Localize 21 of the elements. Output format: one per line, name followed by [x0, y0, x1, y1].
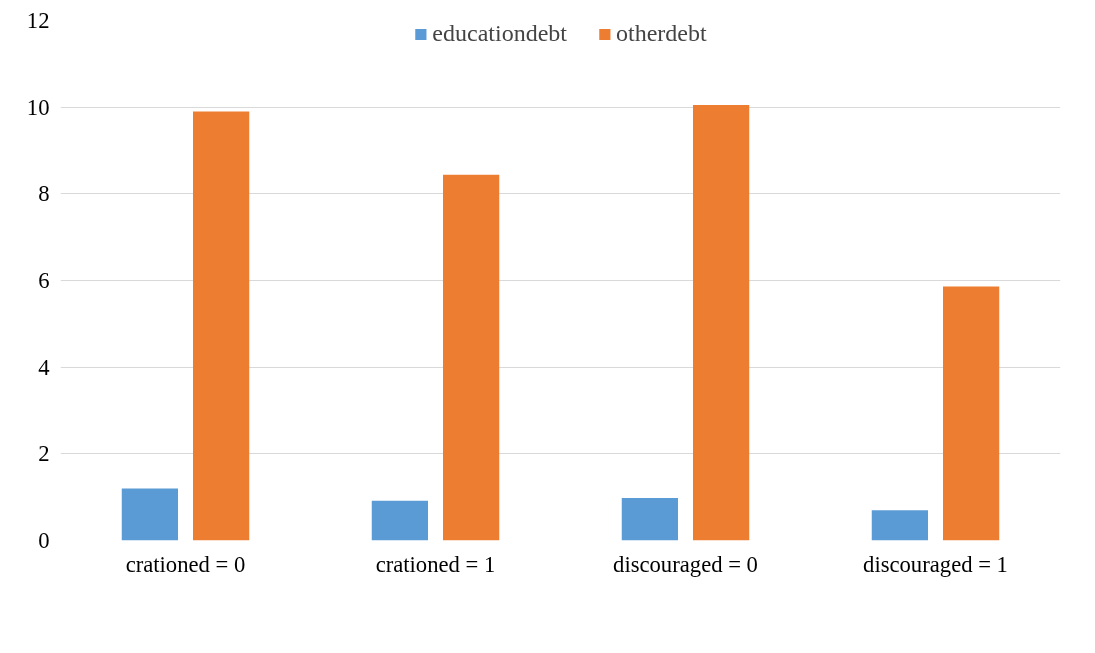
bar [871, 510, 928, 541]
y-tick-label: 6 [38, 268, 50, 293]
x-tick-label: discouraged = 0 [613, 551, 758, 577]
bar [621, 498, 678, 541]
x-tick-label: crationed = 1 [375, 551, 496, 577]
legend-label: educationdebt [432, 20, 567, 47]
y-tick-label: 2 [38, 441, 50, 467]
x-tick-label: discouraged = 1 [863, 551, 1008, 577]
y-tick-label: 4 [38, 354, 50, 380]
y-tick-label: 10 [26, 94, 50, 120]
bar [371, 500, 428, 541]
bar [443, 174, 500, 541]
legend-label: otherdebt [615, 20, 707, 47]
bar [193, 111, 250, 541]
y-tick-label: 8 [38, 181, 50, 207]
x-tick-label: crationed = 0 [125, 551, 246, 577]
y-tick-label: 12 [26, 8, 50, 33]
bar [693, 105, 750, 541]
y-tick-label: 0 [38, 528, 50, 553]
bar [943, 286, 1000, 541]
bar [121, 488, 178, 541]
